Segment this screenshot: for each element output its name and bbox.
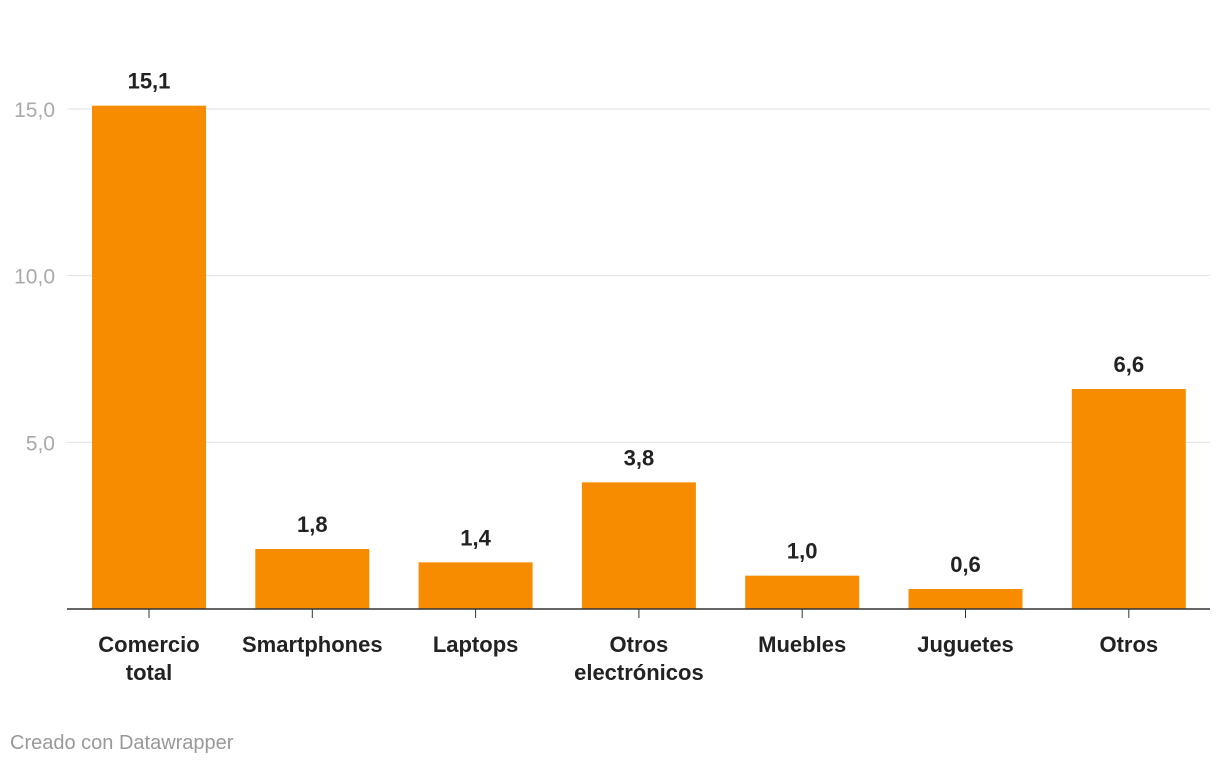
category-label: Otros [610,632,669,657]
gridlines: 5,0 10,0 15,0 [14,99,1210,455]
category-label: electrónicos [574,660,704,685]
bar [255,549,370,609]
bar [1071,389,1186,609]
category-label: Muebles [758,632,846,657]
bars [92,105,1186,610]
value-label: 1,4 [460,525,491,550]
value-label: 1,8 [297,512,328,537]
bar [92,105,206,610]
value-label: 15,1 [128,69,171,94]
x-axis [67,608,1210,618]
y-tick-label: 15,0 [14,99,55,122]
value-label: 6,6 [1114,352,1145,377]
value-label: 1,0 [787,539,818,564]
category-label: Laptops [433,632,519,657]
category-label: total [126,660,172,685]
category-label: Smartphones [242,632,383,657]
bar [418,562,533,609]
bar [745,575,860,609]
value-label: 3,8 [624,445,655,470]
y-tick-label: 5,0 [26,432,55,455]
credit-text: Creado con Datawrapper [10,732,234,754]
category-label: Comercio [98,632,199,657]
category-label: Otros [1099,632,1158,657]
bar [908,589,1023,609]
y-tick-label: 10,0 [14,266,55,289]
labels: 15,1 Comercio total 1,8 Smartphones 1,4 Laptop… [98,69,1158,685]
category-label: Juguetes [917,632,1014,657]
value-label: 0,6 [950,552,981,577]
bar [581,482,696,609]
